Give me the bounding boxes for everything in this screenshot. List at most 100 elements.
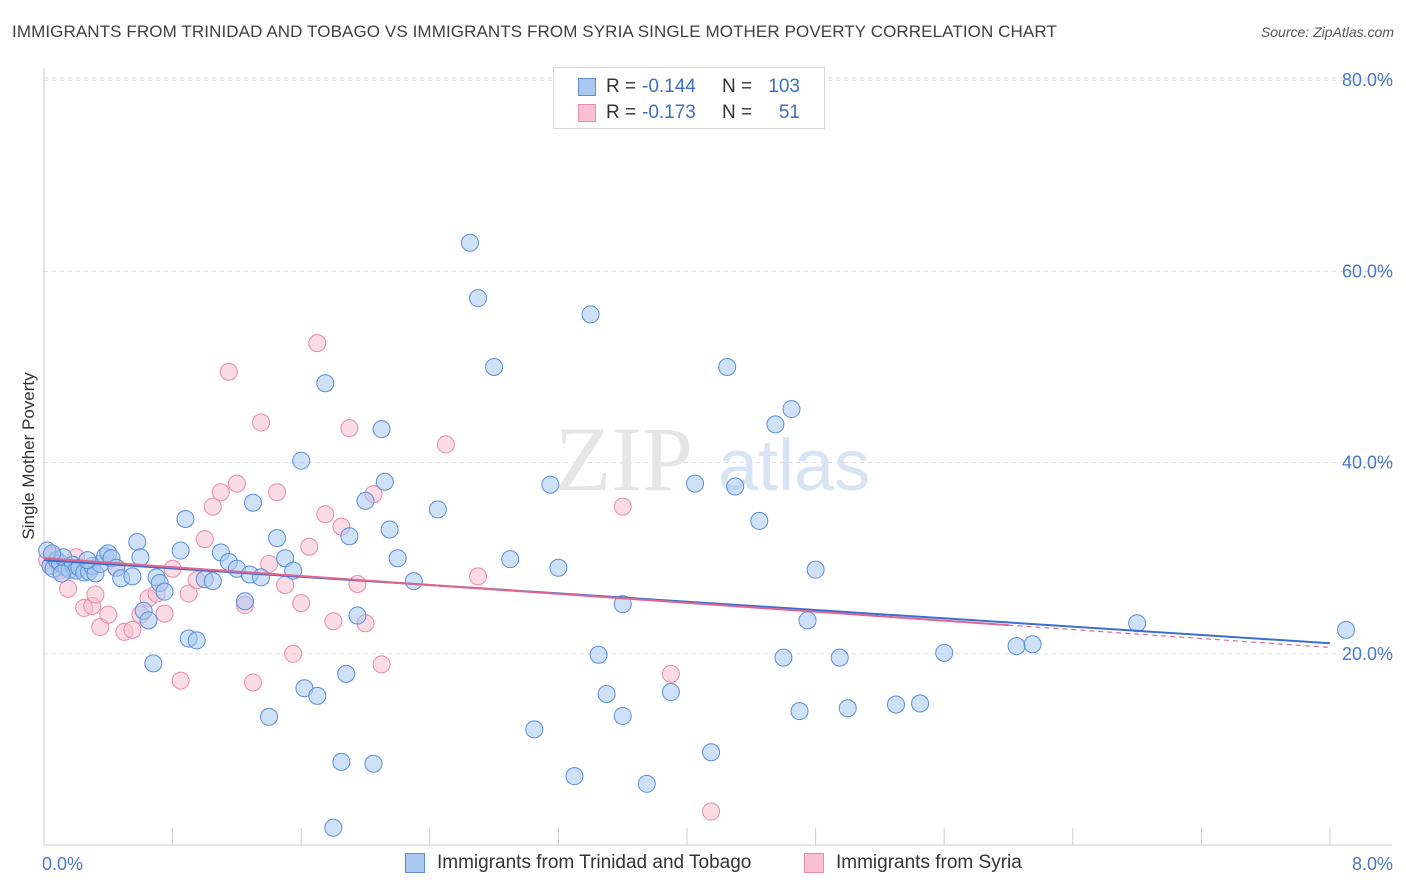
trinidad-point bbox=[686, 474, 705, 493]
syria-point bbox=[469, 567, 488, 586]
syria-point bbox=[59, 579, 78, 598]
trinidad-point bbox=[766, 415, 785, 434]
syria-point bbox=[661, 664, 680, 683]
series-label-syria: Immigrants from Syria bbox=[836, 852, 1022, 873]
syria-point bbox=[436, 435, 455, 454]
syria-point bbox=[613, 497, 632, 516]
trinidad-point bbox=[597, 684, 616, 703]
syria-point bbox=[702, 802, 721, 821]
trinidad-point bbox=[581, 305, 600, 324]
syria-point bbox=[195, 530, 214, 549]
trinidad-point bbox=[1023, 635, 1042, 654]
x-ticks bbox=[43, 828, 1331, 845]
trinidad-point bbox=[348, 606, 367, 625]
legend-r-label: R = bbox=[606, 76, 637, 97]
trinidad-point bbox=[131, 548, 150, 567]
trinidad-point bbox=[260, 707, 279, 726]
trinidad-point bbox=[935, 643, 954, 662]
trinidad-point bbox=[718, 358, 737, 376]
trinidad-point bbox=[549, 558, 568, 577]
trinidad-point bbox=[176, 510, 195, 529]
syria-point bbox=[372, 655, 391, 674]
syria-point bbox=[243, 673, 262, 692]
trinidad-point bbox=[324, 818, 343, 837]
chart-title: IMMIGRANTS FROM TRINIDAD AND TOBAGO VS I… bbox=[12, 22, 1057, 41]
trinidad-point bbox=[806, 560, 825, 579]
legend-n-label: N = bbox=[722, 76, 753, 97]
series-legend: Immigrants from Trinidad and Tobago Immi… bbox=[0, 852, 1406, 878]
syria-point bbox=[268, 483, 287, 502]
legend-row-syria: R = -0.173 N = 51 bbox=[554, 100, 800, 126]
legend-n-value: 103 bbox=[768, 76, 800, 97]
trinidad-point bbox=[613, 595, 632, 614]
syria-point bbox=[99, 605, 118, 624]
trinidad-point bbox=[774, 648, 793, 667]
trinidad-point bbox=[911, 694, 930, 713]
trinidad-point bbox=[52, 564, 71, 583]
trinidad-point bbox=[292, 451, 311, 470]
trinidad-point bbox=[252, 568, 271, 587]
trinidad-point bbox=[485, 358, 504, 376]
watermark-zip: ZIP bbox=[555, 408, 693, 510]
syria-point bbox=[284, 644, 303, 663]
trinidad-point bbox=[340, 527, 359, 546]
syria-point bbox=[179, 584, 198, 603]
syria-point bbox=[86, 585, 105, 604]
syria-point bbox=[171, 671, 190, 690]
syria-trendline bbox=[43, 557, 1009, 627]
trinidad-point bbox=[838, 699, 857, 718]
syria-point bbox=[203, 497, 222, 516]
trinidad-point bbox=[337, 664, 356, 683]
syria-point bbox=[316, 505, 335, 524]
legend-swatch-trinidad bbox=[578, 78, 596, 96]
legend-row-trinidad: R = -0.144 N = 103 bbox=[554, 74, 800, 100]
trinidad-point bbox=[790, 702, 809, 721]
trinidad-point bbox=[372, 420, 391, 439]
correlation-legend: R = -0.144 N = 103 R = -0.173 N = 51 bbox=[553, 67, 825, 129]
trinidad-point bbox=[308, 686, 327, 705]
syria-point bbox=[123, 620, 142, 639]
trinidad-point bbox=[356, 491, 375, 510]
trinidad-point bbox=[123, 567, 142, 586]
y-tick-labels: 20.0% 40.0% 60.0% 80.0% bbox=[1342, 70, 1393, 664]
syria-point bbox=[300, 537, 319, 556]
trinidad-point bbox=[139, 611, 158, 630]
legend-r-value: -0.173 bbox=[642, 102, 696, 123]
series-swatch-syria bbox=[804, 853, 824, 873]
trinidad-point bbox=[589, 645, 608, 664]
trinidad-point bbox=[380, 520, 399, 539]
series-swatch-trinidad bbox=[405, 853, 425, 873]
trinidad-point bbox=[268, 529, 287, 548]
y-tick-label: 60.0% bbox=[1342, 261, 1393, 281]
trinidad-point bbox=[1337, 620, 1356, 639]
trinidad-point bbox=[428, 500, 447, 519]
syria-point bbox=[227, 474, 246, 493]
legend-n-label: N = bbox=[722, 102, 753, 123]
trinidad-point bbox=[364, 754, 383, 773]
trinidad-point bbox=[460, 233, 479, 252]
trinidad-point bbox=[243, 493, 262, 512]
trinidad-point bbox=[613, 706, 632, 725]
trinidad-point bbox=[203, 572, 222, 591]
syria-point bbox=[219, 362, 238, 381]
trinidad-point bbox=[525, 720, 544, 739]
trinidad-point bbox=[404, 572, 423, 591]
trinidad-point bbox=[782, 400, 801, 419]
trinidad-point bbox=[798, 611, 817, 630]
syria-point bbox=[324, 612, 343, 631]
legend-r-label: R = bbox=[606, 102, 637, 123]
x-tick-label-min: 0.0% bbox=[42, 854, 83, 874]
trinidad-point bbox=[235, 592, 254, 611]
syria-point bbox=[308, 334, 327, 353]
trinidad-point bbox=[501, 550, 520, 569]
source-label: Source: ZipAtlas.com bbox=[1260, 24, 1394, 40]
trinidad-point bbox=[702, 743, 721, 762]
trinidad-point bbox=[750, 511, 769, 530]
trendlines bbox=[43, 557, 1331, 649]
y-tick-label: 80.0% bbox=[1342, 70, 1393, 90]
trinidad-points bbox=[38, 233, 1356, 837]
syria-point bbox=[252, 413, 271, 432]
trinidad-point bbox=[541, 475, 560, 494]
trinidad-point bbox=[155, 582, 174, 601]
